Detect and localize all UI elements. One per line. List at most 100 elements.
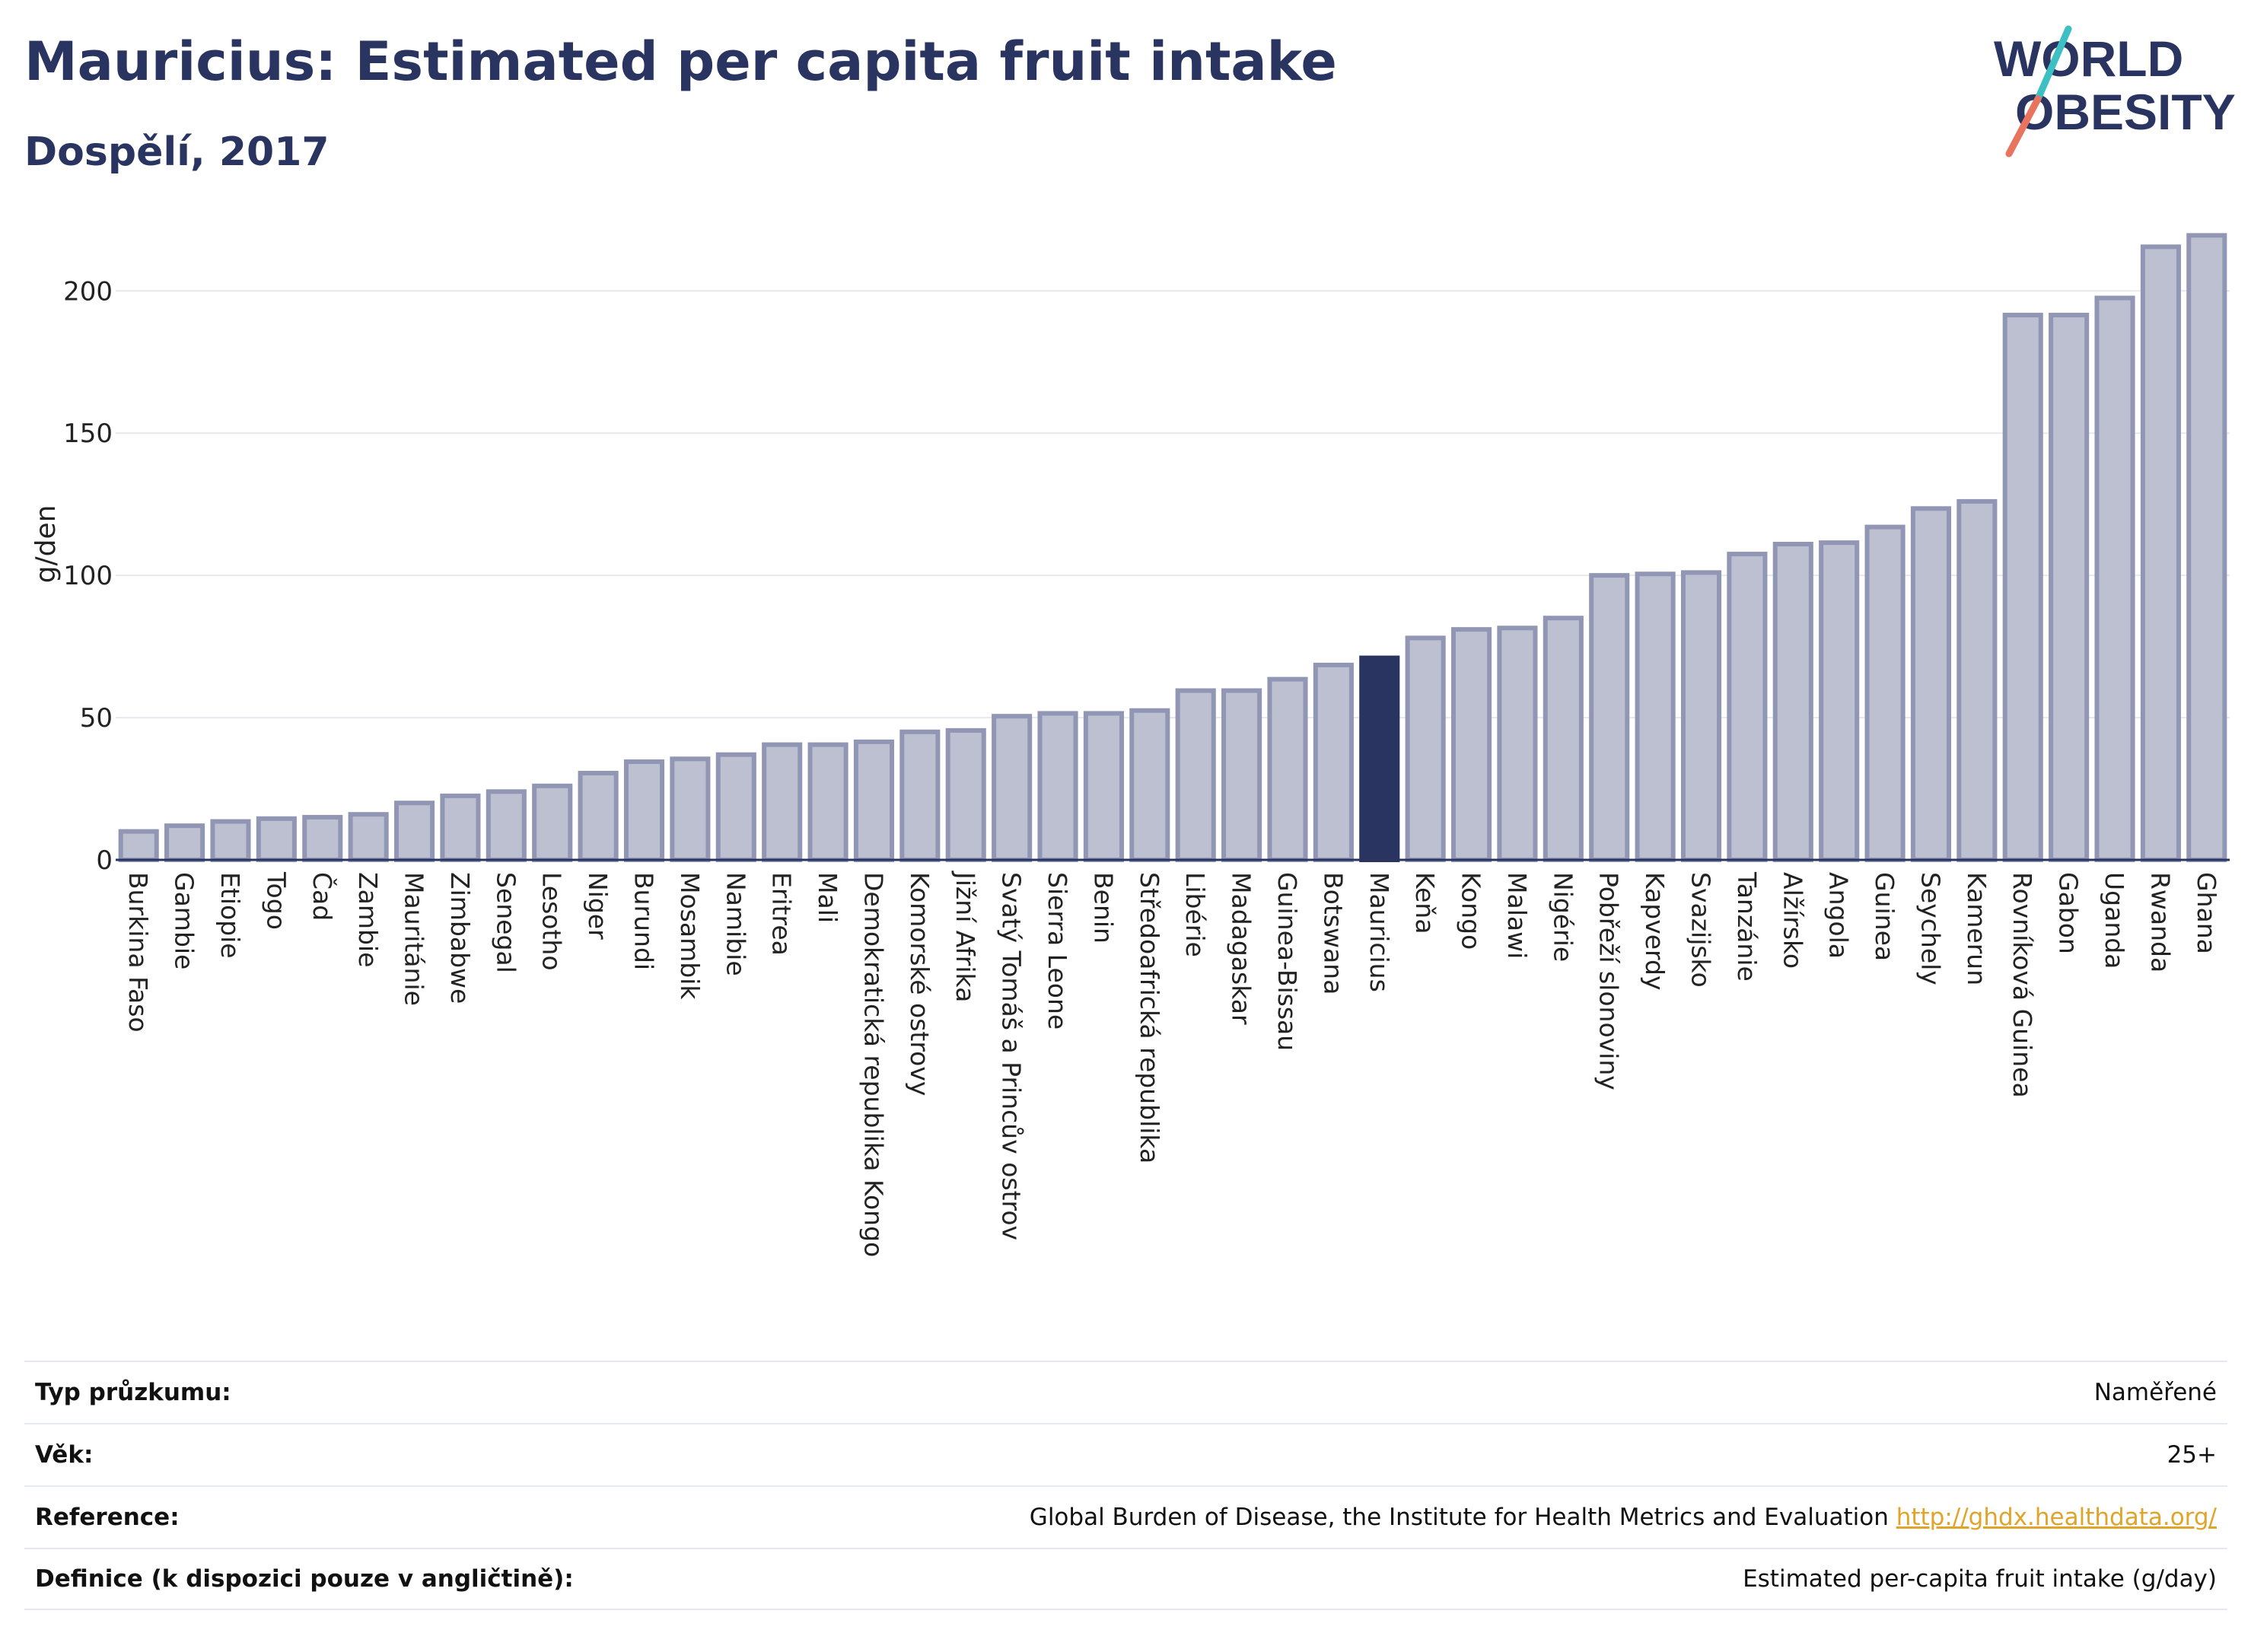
bar-lib-rie [1175, 688, 1216, 862]
x-tick-label: Tanzánie [1732, 871, 1762, 982]
x-tick-label: Zambie [353, 872, 383, 967]
x-tick-label: Keňa [1410, 872, 1440, 934]
bar-ji-n-afrika [945, 727, 986, 862]
meta-row-survey-type: Typ průzkumu: Naměřené [24, 1361, 2227, 1423]
meta-value: Naměřené [2093, 1379, 2217, 1406]
bar--ad [302, 814, 343, 863]
bar-botswana [1313, 662, 1354, 863]
x-tick-label: Madagaskar [1227, 872, 1256, 1025]
meta-row-definition: Definice (k dispozici pouze v angličtině… [24, 1548, 2227, 1610]
bar-kamerun [1956, 498, 1998, 863]
bar-mauricius [1359, 655, 1400, 862]
x-tick-label: Mosambik [675, 872, 705, 1000]
bar-st-edoafrick-republika [1129, 708, 1170, 862]
meta-value-reference: Global Burden of Disease, the Institute … [1030, 1504, 2217, 1531]
x-tick-label: Rwanda [2145, 872, 2175, 972]
bar-svazijsko [1680, 570, 1722, 862]
x-tick-label: Libérie [1180, 872, 1210, 957]
bar-etiopie [210, 819, 251, 862]
bar-niger [578, 770, 619, 862]
y-tick-label: 200 [63, 276, 113, 307]
x-tick-label: Benin [1088, 872, 1118, 944]
bar-lesotho [532, 783, 573, 863]
bar-benin [1083, 711, 1124, 862]
y-tick-label: 100 [63, 561, 113, 591]
logo-slash-coral [2005, 95, 2042, 158]
bar-svat-tom-a-princ-v-ostrov [992, 714, 1033, 862]
bar-pob-e-slonoviny [1589, 573, 1630, 862]
x-tick-label: Gabon [2054, 872, 2084, 954]
x-tick-label: Čad [307, 872, 338, 921]
world-obesity-logo: WORLD OBESITY [1994, 25, 2236, 158]
x-tick-label: Eritrea [767, 872, 797, 956]
logo-line1: WORLD [1994, 30, 2183, 87]
x-tick-label: Burundi [629, 872, 659, 970]
logo-slash-teal [2034, 25, 2072, 103]
bar-namibie [715, 752, 756, 863]
x-tick-label: Pobřeží slonoviny [1594, 872, 1624, 1090]
x-tick-label: Etiopie [215, 872, 245, 959]
bar-rovn-kov-guinea [2002, 313, 2043, 862]
bar-zambie [348, 812, 389, 862]
bar-al-rsko [1772, 542, 1813, 862]
bar-rwanda [2140, 244, 2181, 862]
reference-link[interactable]: http://ghdx.healthdata.org/ [1896, 1504, 2217, 1531]
x-tick-label: Togo [261, 871, 291, 930]
bar-burundi [623, 759, 665, 862]
x-tick-label: Burkina Faso [123, 872, 153, 1033]
x-tick-label: Kamerun [1962, 872, 1992, 985]
bar-mali [807, 742, 849, 862]
x-tick-label: Komorské ostrovy [905, 872, 934, 1096]
meta-value: Estimated per-capita fruit intake (g/day… [1743, 1565, 2217, 1593]
y-axis-label: g/den [30, 505, 62, 584]
x-tick-label: Guinea-Bissau [1272, 872, 1302, 1051]
x-tick-label: Uganda [2100, 872, 2129, 969]
x-tick-label: Botswana [1318, 872, 1348, 995]
bar-gabon [2049, 313, 2090, 862]
bar-guinea-bissau [1267, 676, 1308, 862]
reference-text: Global Burden of Disease, the Institute … [1029, 1504, 1889, 1531]
bar-mosambik [670, 756, 711, 862]
bar-burkina-faso [118, 829, 159, 863]
bar-maurit-nie [393, 801, 435, 862]
x-tick-label: Mauricius [1364, 872, 1394, 992]
x-tick-label: Kapverdy [1640, 872, 1670, 991]
x-tick-label: Svatý Tomáš a Princův ostrov [997, 872, 1027, 1240]
x-tick-label: Nigérie [1548, 872, 1578, 962]
bar-ghana [2186, 233, 2227, 862]
chart-title: Mauricius: Estimated per capita fruit in… [24, 30, 1337, 93]
bar-chart: 0 50 100 150 200 g/den Burkina Faso Gambie Etiop… [30, 233, 2230, 1257]
x-tick-label: Namibie [721, 872, 750, 976]
x-tick-label: Svazijsko [1686, 872, 1716, 988]
bar-senegal [486, 789, 527, 862]
meta-row-reference: Reference: Global Burden of Disease, the… [24, 1485, 2227, 1548]
bar-eritrea [762, 742, 803, 862]
bar-tanz-nie [1727, 552, 1768, 862]
x-tick-label: Angola [1824, 872, 1854, 959]
x-tick-label: Malawi [1502, 872, 1532, 959]
x-tick-label: Středoafrická republika [1135, 872, 1164, 1163]
meta-label: Věk: [35, 1441, 94, 1469]
bar-uganda [2094, 295, 2135, 862]
x-tick-label: Rovníková Guinea [2007, 872, 2037, 1098]
meta-label: Definice (k dispozici pouze v angličtině… [35, 1565, 574, 1593]
metadata-table: Typ průzkumu: Naměřené Věk: 25+ Referenc… [24, 1361, 2227, 1610]
x-tick-label: Senegal [491, 872, 521, 973]
bar-angola [1819, 540, 1860, 862]
bar-nig-rie [1543, 616, 1584, 862]
meta-row-age: Věk: 25+ [24, 1423, 2227, 1485]
x-tick-label: Mauritánie [400, 872, 429, 1006]
meta-value: 25+ [2167, 1441, 2217, 1469]
bar-gambie [164, 823, 205, 862]
bar-kongo [1450, 627, 1492, 862]
chart-subtitle: Dospělí, 2017 [24, 129, 330, 175]
x-tick-label: Seychely [1915, 872, 1945, 985]
x-tick-label: Alžírsko [1778, 872, 1807, 969]
bar-komorsk-ostrovy [899, 729, 941, 863]
bar-ke-a [1405, 635, 1446, 862]
x-tick-label: Guinea [1870, 872, 1899, 961]
y-tick-label: 150 [63, 419, 113, 449]
bar-seychely [1910, 506, 1952, 862]
bar-kapverdy [1635, 571, 1676, 863]
meta-label: Typ průzkumu: [35, 1379, 231, 1406]
